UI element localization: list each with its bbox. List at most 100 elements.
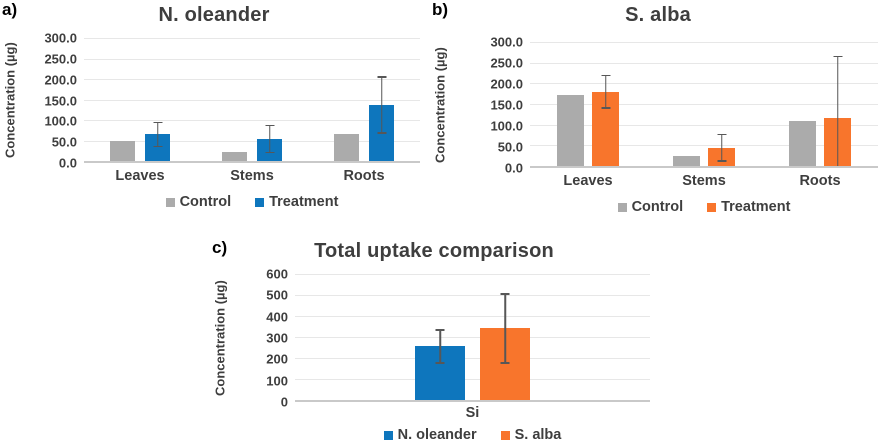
bars-layer <box>530 42 878 166</box>
bar-slot <box>824 42 851 166</box>
gridline <box>84 99 420 101</box>
bar-control <box>334 134 359 161</box>
bar-slot <box>145 38 170 161</box>
y-tick-label: 200 <box>266 351 288 367</box>
bar-group <box>84 38 196 161</box>
x-category-label: Roots <box>799 173 841 189</box>
y-axis-title: Concentration (µg) <box>432 47 448 163</box>
gridline <box>84 38 420 39</box>
bar-slot <box>592 42 619 166</box>
y-tick-label: 0.0 <box>504 160 523 176</box>
bar-group <box>646 42 762 166</box>
gridline <box>295 274 650 275</box>
y-tick-label: 50.0 <box>51 134 77 150</box>
gridline <box>295 379 650 380</box>
y-tick-label: 300.0 <box>490 34 523 50</box>
gridline <box>530 62 878 64</box>
legend-swatch <box>500 430 510 440</box>
legend-swatch <box>617 202 627 212</box>
y-axis-title: Concentration (µg) <box>212 280 228 396</box>
x-category-label: Leaves <box>115 168 165 184</box>
y-tick-label: 300.0 <box>44 30 77 46</box>
chart-panel-b: b) S. alba Concentration (µg) 300.0 250.0… <box>430 0 886 225</box>
gridline <box>295 316 650 317</box>
y-axis: 600 500 400 300 200 100 0 <box>230 267 295 410</box>
x-axis: Si <box>295 405 650 421</box>
plot-area <box>84 38 420 163</box>
panel-label-c: c) <box>212 238 228 257</box>
error-bar <box>824 55 851 166</box>
bar-control <box>110 140 135 161</box>
gridline <box>295 337 650 338</box>
error-bar <box>480 293 530 364</box>
legend-label: N. oleander <box>397 427 477 443</box>
error-bar <box>415 329 465 364</box>
error-bar <box>708 133 735 162</box>
legend-label: S. alba <box>514 427 562 443</box>
gridline <box>295 358 650 359</box>
x-axis: Leaves Stems Roots <box>530 173 878 189</box>
bar-slot <box>415 274 465 400</box>
y-tick-label: 600 <box>266 266 288 282</box>
gridline <box>295 295 650 296</box>
gridline <box>530 145 878 147</box>
legend-label: Treatment <box>721 199 791 215</box>
gridline <box>84 120 420 121</box>
bar-group <box>295 274 650 400</box>
y-tick-label: 0 <box>280 394 288 410</box>
bars-layer <box>84 38 420 161</box>
legend-swatch <box>383 430 393 440</box>
bar-slot <box>557 42 584 166</box>
error-bar <box>369 76 394 134</box>
legend: N. oleander S. alba <box>295 427 650 443</box>
chart-title: N. oleander <box>158 3 270 26</box>
error-bar <box>592 74 619 109</box>
y-tick-label: 500 <box>266 287 288 303</box>
gridline <box>530 42 878 43</box>
legend-item: Treatment <box>255 194 338 210</box>
y-tick-label: 200.0 <box>490 76 523 92</box>
y-tick-label: 250.0 <box>44 51 77 67</box>
bar-group <box>762 42 878 166</box>
bar-slot <box>708 42 735 166</box>
x-category-label: Roots <box>343 168 385 184</box>
bar-slot <box>222 38 247 161</box>
y-tick-label: 300 <box>266 330 288 346</box>
chart-panel-a: a) N. oleander Concentration (µg) 300.0 2… <box>0 0 428 225</box>
chart-title: S. alba <box>625 3 691 26</box>
y-tick-label: 150.0 <box>490 97 523 113</box>
bar-slot <box>480 274 530 400</box>
bar-control <box>673 155 700 166</box>
bar-slot <box>673 42 700 166</box>
gridline <box>530 104 878 105</box>
bars-layer <box>295 274 650 400</box>
x-category-label: Leaves <box>563 173 613 189</box>
y-axis-title: Concentration (µg) <box>2 42 18 159</box>
chart-title: Total uptake comparison <box>314 239 554 262</box>
x-category-label: Si <box>465 405 480 421</box>
bar-control <box>557 94 584 166</box>
y-axis: 300.0 250.0 200.0 150.0 100.0 50.0 0.0 <box>450 35 530 176</box>
legend-item: Control <box>617 199 684 215</box>
legend: Control Treatment <box>530 199 878 215</box>
x-axis: Leaves Stems Roots <box>84 168 420 184</box>
y-tick-label: 400 <box>266 309 288 325</box>
legend-item: N. oleander <box>383 427 477 443</box>
bar-slot <box>334 38 359 161</box>
y-tick-label: 0.0 <box>58 155 77 171</box>
legend-item: Treatment <box>707 199 790 215</box>
bar-control <box>789 120 816 166</box>
bar-slot <box>110 38 135 161</box>
legend: Control Treatment <box>84 194 420 210</box>
gridline <box>84 79 420 80</box>
bar-slot <box>257 38 282 161</box>
legend-item: S. alba <box>500 427 562 443</box>
bar-group <box>530 42 646 166</box>
gridline <box>84 140 420 142</box>
gridline <box>84 58 420 60</box>
y-tick-label: 250.0 <box>490 55 523 71</box>
y-tick-label: 200.0 <box>44 72 77 88</box>
chart-panel-c: c) Total uptake comparison Concentration… <box>210 236 658 445</box>
legend-label: Control <box>631 199 684 215</box>
